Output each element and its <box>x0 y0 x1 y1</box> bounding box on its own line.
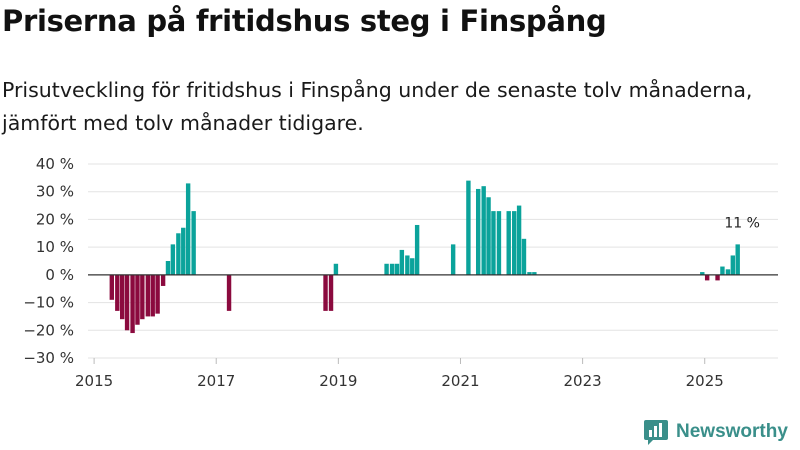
bar <box>496 211 502 275</box>
bar <box>333 263 339 275</box>
bar <box>715 274 720 281</box>
bar <box>150 274 155 317</box>
y-tick-label: 30 % <box>36 183 74 201</box>
bar <box>191 211 196 275</box>
bar <box>735 244 740 275</box>
x-tick-label: 2015 <box>75 372 113 390</box>
bar <box>109 274 115 300</box>
bar <box>394 263 400 275</box>
newsworthy-logo: Newsworthy <box>643 418 788 446</box>
bar <box>414 224 420 275</box>
bar <box>704 274 710 281</box>
bar <box>725 269 731 275</box>
bar <box>410 258 415 275</box>
x-tick-label: 2021 <box>441 372 479 390</box>
y-tick-label: −30 % <box>23 349 74 367</box>
bar <box>170 244 176 275</box>
bar <box>399 249 405 275</box>
y-axis-ticks: 40 % 30 % 20 % 10 % 0 % −10 % −20 % −30 % <box>23 155 74 367</box>
x-tick-label: 2019 <box>319 372 357 390</box>
bar <box>450 244 456 275</box>
bar <box>176 233 181 275</box>
bar <box>135 274 140 325</box>
y-tick-label: 40 % <box>36 155 74 173</box>
bar <box>527 272 532 275</box>
bar <box>384 263 389 275</box>
bar <box>130 274 135 334</box>
y-tick-label: 10 % <box>36 238 74 256</box>
bar <box>512 211 517 275</box>
bar <box>516 205 522 275</box>
y-tick-label: 20 % <box>36 210 74 228</box>
bar <box>720 266 725 275</box>
bar <box>521 238 527 275</box>
bar <box>730 255 736 275</box>
bar <box>160 274 166 286</box>
bar <box>491 211 496 275</box>
bar <box>405 255 410 275</box>
bar <box>389 263 395 275</box>
bar <box>700 272 705 275</box>
bar <box>481 186 486 275</box>
chart-title: Priserna på fritidshus steg i Finspång <box>2 4 607 38</box>
chart-subtitle: Prisutveckling för fritidshus i Finspång… <box>2 78 753 135</box>
x-tick-label: 2017 <box>197 372 235 390</box>
newsworthy-logo-text: Newsworthy <box>676 421 788 442</box>
bar <box>486 197 491 275</box>
bar <box>323 274 328 311</box>
grid-lines <box>88 163 778 359</box>
bar <box>185 183 191 275</box>
bar <box>140 274 145 320</box>
bars <box>109 180 740 334</box>
y-tick-label: 0 % <box>45 266 74 284</box>
bar <box>181 227 186 275</box>
bar <box>328 274 334 311</box>
bar <box>506 211 511 275</box>
bar <box>124 274 130 331</box>
bar <box>155 274 160 314</box>
newsworthy-logo-icon <box>644 420 668 445</box>
bar <box>532 272 537 275</box>
x-tick-label: 2025 <box>686 372 724 390</box>
bar <box>226 274 232 311</box>
x-axis-ticks: 2015 2017 2019 2021 2023 2025 <box>75 358 724 390</box>
x-tick-label: 2023 <box>564 372 602 390</box>
bar <box>466 180 471 275</box>
bar <box>475 188 481 275</box>
bar <box>165 261 171 275</box>
y-tick-label: −20 % <box>23 321 74 339</box>
bar <box>115 274 120 311</box>
data-label: 11 % <box>724 215 760 231</box>
y-tick-label: −10 % <box>23 294 74 312</box>
annotations: 11 % <box>724 215 760 231</box>
bar <box>145 274 151 317</box>
bar <box>119 274 125 320</box>
